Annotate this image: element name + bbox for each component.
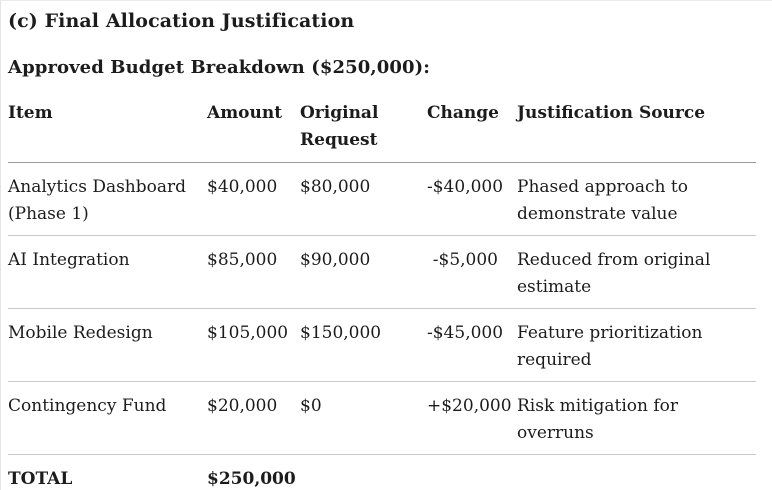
cell-change: -$40,000 — [427, 162, 517, 236]
cell-amount: $85,000 — [207, 235, 300, 309]
table-row-contingency-fund: Contingency Fund $20,000 $0 +$20,000 Ris… — [8, 381, 756, 455]
cell-original-request: $0 — [300, 381, 427, 455]
column-header-justification-source: Justification Source — [517, 96, 756, 163]
cell-total-label: TOTAL — [8, 454, 207, 490]
table-body: Analytics Dashboard (Phase 1) $40,000 $8… — [8, 162, 756, 490]
cell-change: -$5,000 — [427, 235, 517, 309]
cell-empty — [427, 454, 517, 490]
cell-original-request: $90,000 — [300, 235, 427, 309]
cell-item: Analytics Dashboard (Phase 1) — [8, 162, 207, 236]
cell-empty — [300, 454, 427, 490]
cell-amount: $40,000 — [207, 162, 300, 236]
cell-original-request: $150,000 — [300, 308, 427, 382]
table-row-ai-integration: AI Integration $85,000 $90,000 -$5,000 R… — [8, 235, 756, 309]
column-header-change: Change — [427, 96, 517, 163]
table-row-analytics-dashboard: Analytics Dashboard (Phase 1) $40,000 $8… — [8, 162, 756, 236]
column-header-item: Item — [8, 96, 207, 163]
cell-amount: $20,000 — [207, 381, 300, 455]
cell-amount: $105,000 — [207, 308, 300, 382]
cell-empty — [517, 454, 756, 490]
cell-item: AI Integration — [8, 235, 207, 309]
cell-original-request: $80,000 — [300, 162, 427, 236]
budget-table: Item Amount Original Request Change Just… — [8, 96, 756, 490]
header-row: Item Amount Original Request Change Just… — [8, 96, 756, 163]
cell-justification: Risk mitigation for overruns — [517, 381, 756, 455]
table-header: Item Amount Original Request Change Just… — [8, 96, 756, 163]
table-row-mobile-redesign: Mobile Redesign $105,000 $150,000 -$45,0… — [8, 308, 756, 382]
column-header-amount: Amount — [207, 96, 300, 163]
section-title: (c) Final Allocation Justification — [8, 10, 355, 32]
cell-justification: Phased approach to demonstrate value — [517, 162, 756, 236]
cell-justification: Reduced from original estimate — [517, 235, 756, 309]
cell-item: Contingency Fund — [8, 381, 207, 455]
column-header-original-request: Original Request — [300, 96, 427, 163]
cell-change: -$45,000 — [427, 308, 517, 382]
cell-change: +$20,000 — [427, 381, 517, 455]
budget-breakdown-heading: Approved Budget Breakdown ($250,000): — [8, 57, 430, 78]
cell-justification: Feature prioritization required — [517, 308, 756, 382]
cell-item: Mobile Redesign — [8, 308, 207, 382]
table-row-total: TOTAL $250,000 — [8, 454, 756, 490]
cell-total-amount: $250,000 — [207, 454, 300, 490]
